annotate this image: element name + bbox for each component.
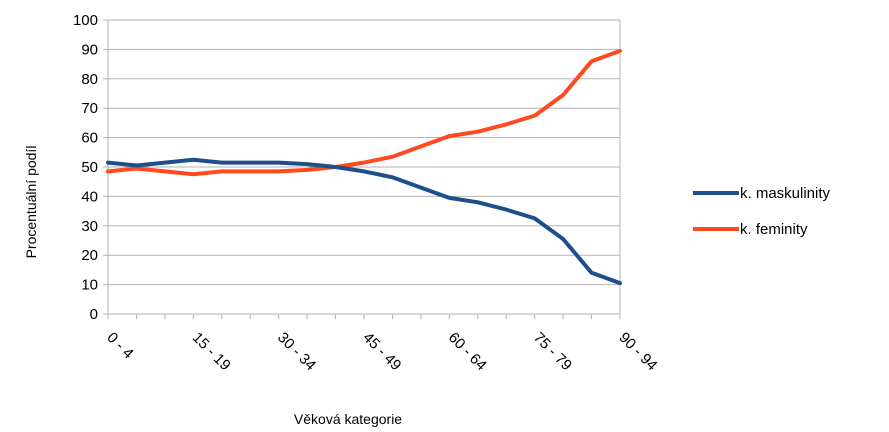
series-line-k-feminity — [106, 48, 622, 177]
y-tick-label: 30 — [81, 218, 98, 235]
y-tick-label: 60 — [81, 130, 98, 147]
gridlines — [108, 19, 620, 315]
y-tick-label: 10 — [81, 277, 98, 294]
y-axis-title: Procentuální podíl — [23, 146, 39, 259]
x-tick-label: 30 - 34 — [274, 329, 319, 374]
y-tick-label: 20 — [81, 247, 98, 264]
x-tick-label: 90 - 94 — [615, 329, 660, 374]
y-tick-label: 80 — [81, 71, 98, 88]
legend: k. maskulinity k. feminity — [693, 185, 831, 238]
series-lines — [106, 48, 622, 286]
y-tick-labels: 0 10 20 30 40 50 60 70 80 90 100 — [73, 12, 98, 323]
y-tick-label: 50 — [81, 159, 98, 176]
y-tick-label: 0 — [90, 306, 98, 323]
axes — [103, 19, 621, 319]
x-tick-label: 15 - 19 — [189, 329, 234, 374]
x-tick-label: 75 - 79 — [530, 329, 575, 374]
y-tick-label: 90 — [81, 41, 98, 58]
series-line-k-maskulinity — [106, 157, 622, 286]
y-tick-label: 70 — [81, 100, 98, 117]
x-tick-label: 45 - 49 — [359, 329, 404, 374]
y-tick-label: 100 — [73, 12, 98, 29]
x-axis-title: Věková kategorie — [294, 411, 402, 427]
legend-label-k-feminity: k. feminity — [740, 221, 808, 238]
x-tick-labels: 0 - 4 15 - 19 30 - 34 45 - 49 60 - 64 75 - 79… — [103, 329, 660, 374]
y-tick-label: 40 — [81, 188, 98, 205]
x-tick-label: 0 - 4 — [103, 329, 136, 362]
x-tick-label: 60 - 64 — [445, 329, 490, 374]
legend-label-k-maskulinity: k. maskulinity — [740, 185, 831, 202]
